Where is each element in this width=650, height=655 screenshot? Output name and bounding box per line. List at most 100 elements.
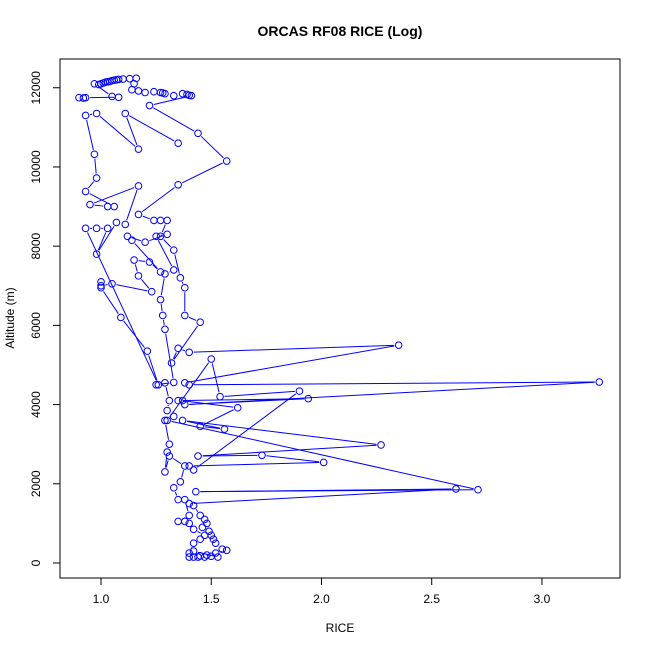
data-point [197, 512, 204, 519]
data-point [208, 553, 215, 560]
data-point [82, 188, 89, 195]
data-point [181, 401, 188, 408]
data-point [122, 221, 129, 228]
data-point [170, 484, 177, 491]
data-point [82, 112, 89, 119]
data-point [197, 319, 204, 326]
data-point [93, 110, 100, 117]
data-point [234, 404, 241, 411]
series-segment [164, 240, 171, 247]
data-series [76, 75, 603, 560]
series-segment [166, 387, 168, 396]
data-point [135, 88, 142, 95]
series-segment [162, 225, 165, 233]
data-point [168, 360, 175, 367]
series-segment [182, 470, 184, 477]
y-tick-label: 6000 [29, 312, 43, 339]
data-point [135, 146, 142, 153]
series-segment [161, 278, 164, 295]
data-point [201, 532, 208, 539]
data-point [190, 467, 197, 474]
series-segment [173, 458, 181, 463]
data-point [87, 201, 94, 208]
data-point [118, 314, 125, 321]
data-point [195, 453, 202, 460]
data-point [195, 554, 202, 561]
series-segment [161, 304, 162, 311]
data-point [199, 524, 206, 531]
series-segment [194, 382, 595, 385]
series-segment [182, 163, 222, 183]
series-segment [203, 455, 258, 456]
data-point [195, 130, 202, 137]
data-point [170, 92, 177, 99]
series-segment [135, 264, 137, 271]
data-point [201, 516, 208, 523]
data-point [208, 532, 215, 539]
data-point [93, 225, 100, 232]
series-segment [94, 188, 134, 203]
series-segment [194, 463, 319, 466]
data-point [305, 395, 312, 402]
data-point [166, 441, 173, 448]
series-segment [204, 410, 233, 425]
series-segment [143, 216, 150, 219]
data-point [181, 496, 188, 503]
series-segment [87, 232, 156, 380]
data-point [157, 296, 164, 303]
series-segment [175, 492, 176, 495]
data-point [93, 175, 100, 182]
series-segment [201, 136, 223, 157]
data-point [206, 528, 213, 535]
x-tick-label: 1.0 [93, 592, 110, 606]
data-point [221, 426, 228, 433]
series-segment [129, 116, 174, 141]
data-point [181, 463, 188, 470]
x-tick-label: 1.5 [203, 592, 220, 606]
data-point [475, 486, 482, 493]
data-point [190, 540, 197, 547]
data-point [144, 348, 151, 355]
data-point [378, 442, 385, 449]
data-point [104, 225, 111, 232]
data-point [162, 469, 169, 476]
x-tick-label: 3.0 [534, 592, 551, 606]
data-point [175, 518, 182, 525]
data-point [122, 110, 129, 117]
data-point [395, 342, 402, 349]
data-point [177, 479, 184, 486]
series-segment [116, 285, 147, 291]
data-point [223, 547, 230, 554]
data-point [162, 90, 169, 97]
series-segment [95, 159, 96, 174]
y-tick-label: 4000 [29, 391, 43, 418]
y-tick-label: 10000 [29, 150, 43, 184]
data-point [170, 247, 177, 254]
data-point [164, 449, 171, 456]
series-segment [158, 240, 171, 266]
data-point [115, 94, 122, 101]
data-point [111, 203, 118, 210]
data-point [170, 379, 177, 386]
series-segment [166, 334, 173, 378]
series-segment [166, 425, 169, 440]
data-point [175, 181, 182, 188]
series-segment [163, 320, 164, 325]
data-point [197, 536, 204, 543]
data-point [148, 288, 155, 295]
data-point [166, 453, 173, 460]
data-point [164, 231, 171, 238]
series-segment [198, 531, 201, 533]
series-segment [182, 350, 185, 351]
series-segment [266, 456, 319, 462]
data-point [453, 486, 460, 493]
series-segment [99, 226, 114, 250]
data-point [162, 326, 169, 333]
data-point [164, 407, 171, 414]
data-point [170, 267, 177, 274]
series-segment [141, 279, 148, 288]
data-point [212, 550, 219, 557]
